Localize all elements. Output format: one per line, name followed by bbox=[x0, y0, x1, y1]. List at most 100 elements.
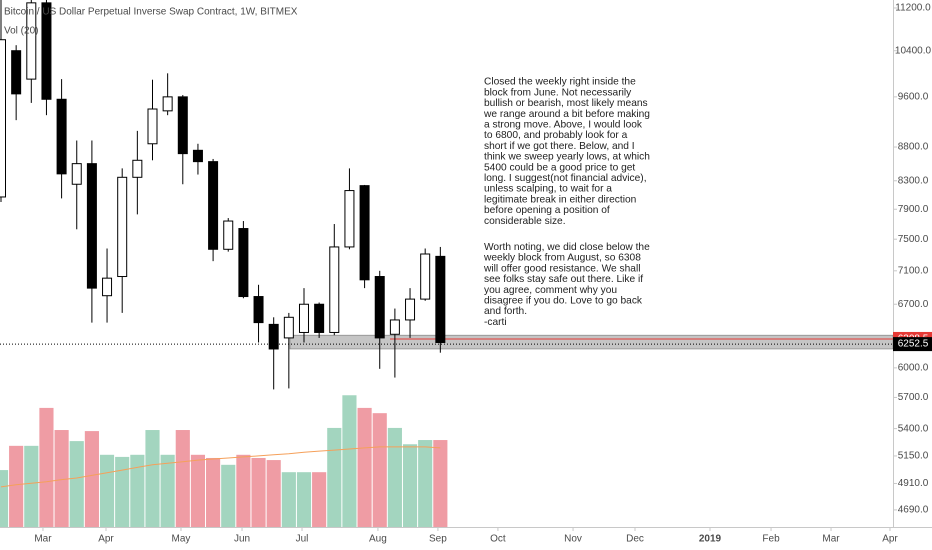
x-tick-label: Jun bbox=[234, 534, 250, 545]
candle-body bbox=[11, 50, 22, 95]
chart-title: Bitcoin / US Dollar Perpetual Inverse Sw… bbox=[4, 7, 298, 18]
volume-bar bbox=[99, 454, 115, 527]
volume-bar bbox=[236, 454, 251, 527]
y-tick-label: 6000.0 bbox=[898, 363, 929, 374]
candle-body bbox=[86, 163, 97, 289]
volume-bar bbox=[9, 445, 24, 527]
annotation-line: 5400 could be a good price to get bbox=[484, 162, 635, 173]
candle-body bbox=[208, 161, 219, 250]
candle-body bbox=[283, 316, 294, 339]
annotation-line: unless scalping, to wait for a bbox=[484, 184, 612, 195]
price-line-label: 6252.5 bbox=[898, 339, 929, 350]
x-tick-label: Feb bbox=[762, 534, 780, 545]
volume-bar bbox=[221, 464, 236, 527]
annotation-line: and forth. bbox=[484, 306, 527, 317]
plot-layer bbox=[0, 0, 893, 390]
volume-bar bbox=[0, 470, 9, 527]
candle-body bbox=[405, 298, 416, 321]
volume-bar bbox=[342, 395, 357, 527]
volume-bar bbox=[357, 407, 372, 527]
annotation-line: think we sweep yearly lows, at which bbox=[484, 152, 650, 163]
volume-bar bbox=[372, 413, 387, 527]
candle-body bbox=[162, 96, 173, 112]
annotation-line: long. I suggest(not financial advice), bbox=[484, 173, 647, 184]
x-tick-label: Jul bbox=[296, 534, 309, 545]
volume-ma-line bbox=[0, 446, 441, 488]
annotation-line: short if we got there. Below, and I bbox=[484, 141, 635, 152]
y-tick-label: 8800.0 bbox=[898, 142, 929, 153]
annotation-line: we range around a bit before making bbox=[483, 109, 650, 120]
volume-bar bbox=[130, 454, 145, 527]
annotation-line: see folks stay safe out there. Like if bbox=[484, 274, 643, 285]
annotation-line: you agree, comment why you bbox=[484, 285, 617, 296]
candle-body bbox=[41, 2, 52, 100]
x-tick-label: May bbox=[172, 534, 191, 545]
x-tick-label: 2019 bbox=[699, 534, 722, 545]
candle-body bbox=[314, 303, 325, 333]
price-line-label-box bbox=[893, 337, 932, 352]
volume-bar bbox=[39, 407, 54, 527]
y-tick-label: 11200.0 bbox=[895, 3, 931, 14]
candle-body bbox=[420, 253, 431, 300]
candle-body bbox=[117, 176, 128, 278]
candle-body bbox=[102, 277, 113, 297]
annotation-line: to 6800, and probably look for a bbox=[484, 130, 628, 141]
candle-body bbox=[71, 163, 82, 185]
y-tick-label: 8300.0 bbox=[898, 175, 929, 186]
annotation-line: disagree if you do. Love to go back bbox=[484, 295, 643, 306]
volume-bar bbox=[433, 440, 448, 527]
annotation-line: Closed the weekly right inside the bbox=[484, 77, 636, 88]
annotation-line: will offer good resistance. We shall bbox=[483, 263, 640, 274]
candle-body bbox=[132, 159, 143, 178]
volume-bar bbox=[69, 441, 84, 527]
y-tick-label: 9600.0 bbox=[898, 92, 929, 103]
y-tick-label: 4690.0 bbox=[898, 505, 929, 516]
volume-bar bbox=[281, 472, 296, 527]
volume-bar bbox=[24, 445, 39, 527]
volume-bar bbox=[175, 430, 190, 527]
volume-bar bbox=[296, 472, 312, 527]
candle-body bbox=[359, 185, 370, 281]
x-tick-label: Aug bbox=[369, 534, 387, 545]
annotation-line: block from June. Not necessarily bbox=[484, 87, 632, 98]
candle-body bbox=[26, 2, 37, 80]
y-tick-label: 10400.0 bbox=[895, 45, 932, 56]
candle-body bbox=[223, 220, 234, 250]
volume-bar bbox=[190, 454, 206, 527]
annotation-line: -carti bbox=[484, 317, 507, 328]
candle-body bbox=[298, 303, 309, 333]
y-tick-label: 7100.0 bbox=[898, 265, 929, 276]
candle-body bbox=[344, 190, 355, 248]
x-tick-label: Apr bbox=[882, 534, 898, 545]
volume-bar bbox=[145, 430, 160, 527]
candle-body bbox=[253, 296, 264, 324]
annotation-line: legitimate break in either direction bbox=[484, 194, 636, 205]
candle-body bbox=[0, 39, 6, 198]
x-tick-label: Sep bbox=[429, 534, 447, 545]
annotation-line: Worth noting, we did close below the bbox=[484, 242, 650, 253]
x-tick-label: Nov bbox=[564, 534, 582, 545]
volume-bar bbox=[266, 460, 281, 527]
candle-body bbox=[329, 246, 340, 333]
candle-body bbox=[56, 98, 67, 175]
annotation-line: bullish or bearish, most likely means bbox=[484, 98, 648, 109]
candle-body bbox=[238, 228, 249, 298]
x-tick-label: Mar bbox=[822, 534, 840, 545]
volume-bar bbox=[54, 430, 69, 527]
volume-bar bbox=[418, 440, 433, 527]
y-tick-label: 7900.0 bbox=[898, 204, 929, 215]
volume-bar bbox=[206, 457, 221, 527]
y-tick-label: 5700.0 bbox=[898, 392, 929, 403]
candle-body bbox=[147, 108, 158, 145]
y-tick-label: 6700.0 bbox=[898, 299, 929, 310]
front-layer: Bitcoin / US Dollar Perpetual Inverse Sw… bbox=[4, 3, 932, 545]
volume-bar bbox=[251, 457, 266, 527]
volume-bar bbox=[402, 444, 418, 527]
y-tick-label: 5150.0 bbox=[898, 451, 929, 462]
x-tick-label: Oct bbox=[490, 534, 506, 545]
volume-bar bbox=[327, 427, 342, 527]
annotation-line: considerable size. bbox=[484, 216, 566, 227]
x-tick-label: Mar bbox=[34, 534, 52, 545]
annotation-line: before opening a position of bbox=[484, 205, 610, 216]
